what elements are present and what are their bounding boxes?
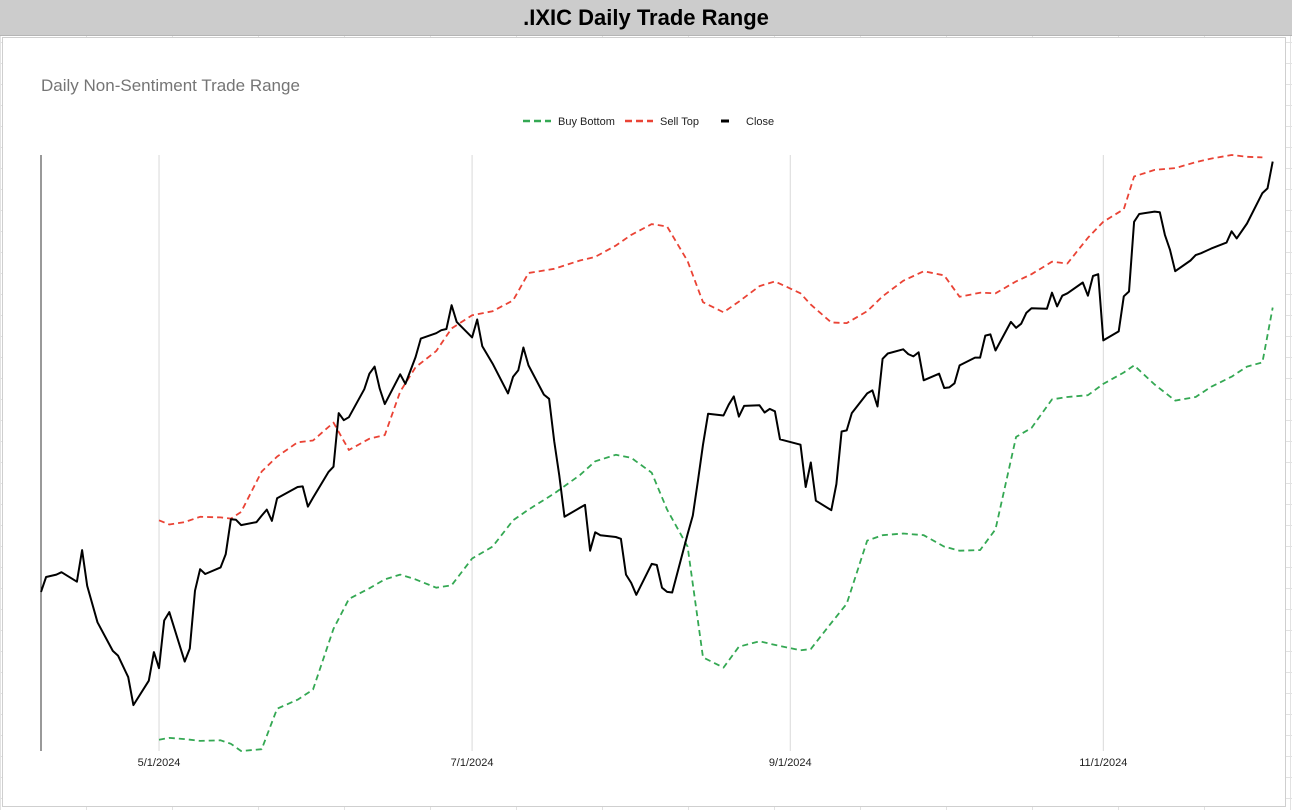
- sheet-title: .IXIC Daily Trade Range: [523, 4, 769, 30]
- series-line-buy-bottom: [158, 307, 1274, 752]
- legend-label: Close: [746, 116, 774, 128]
- vertical-gridlines: [158, 155, 1104, 751]
- series-lines: [40, 154, 1274, 752]
- legend-label: Sell Top: [660, 116, 699, 128]
- legend-item-close[interactable]: Close: [721, 116, 774, 128]
- series-line-close: [40, 161, 1274, 707]
- legend-label: Buy Bottom: [558, 116, 615, 128]
- legend-item-buy-bottom[interactable]: Buy Bottom: [523, 116, 615, 128]
- x-tick-label: 5/1/2024: [138, 757, 181, 769]
- chart-card[interactable]: Daily Non-Sentiment Trade Range Buy Bott…: [2, 37, 1286, 807]
- x-tick-label: 11/1/2024: [1079, 757, 1127, 769]
- series-line-sell-top: [158, 154, 1263, 526]
- legend-item-sell-top[interactable]: Sell Top: [625, 116, 699, 128]
- x-tick-label: 7/1/2024: [451, 757, 494, 769]
- x-tick-label: 9/1/2024: [769, 757, 812, 769]
- line-chart: Daily Non-Sentiment Trade Range Buy Bott…: [40, 76, 1274, 769]
- chart-title: Daily Non-Sentiment Trade Range: [41, 76, 300, 95]
- chart-legend: Buy Bottom Sell Top Close: [523, 116, 774, 128]
- sheet-title-bar: .IXIC Daily Trade Range: [0, 0, 1292, 36]
- x-axis-tick-labels: 5/1/2024 7/1/2024 9/1/2024 11/1/2024: [138, 757, 1128, 769]
